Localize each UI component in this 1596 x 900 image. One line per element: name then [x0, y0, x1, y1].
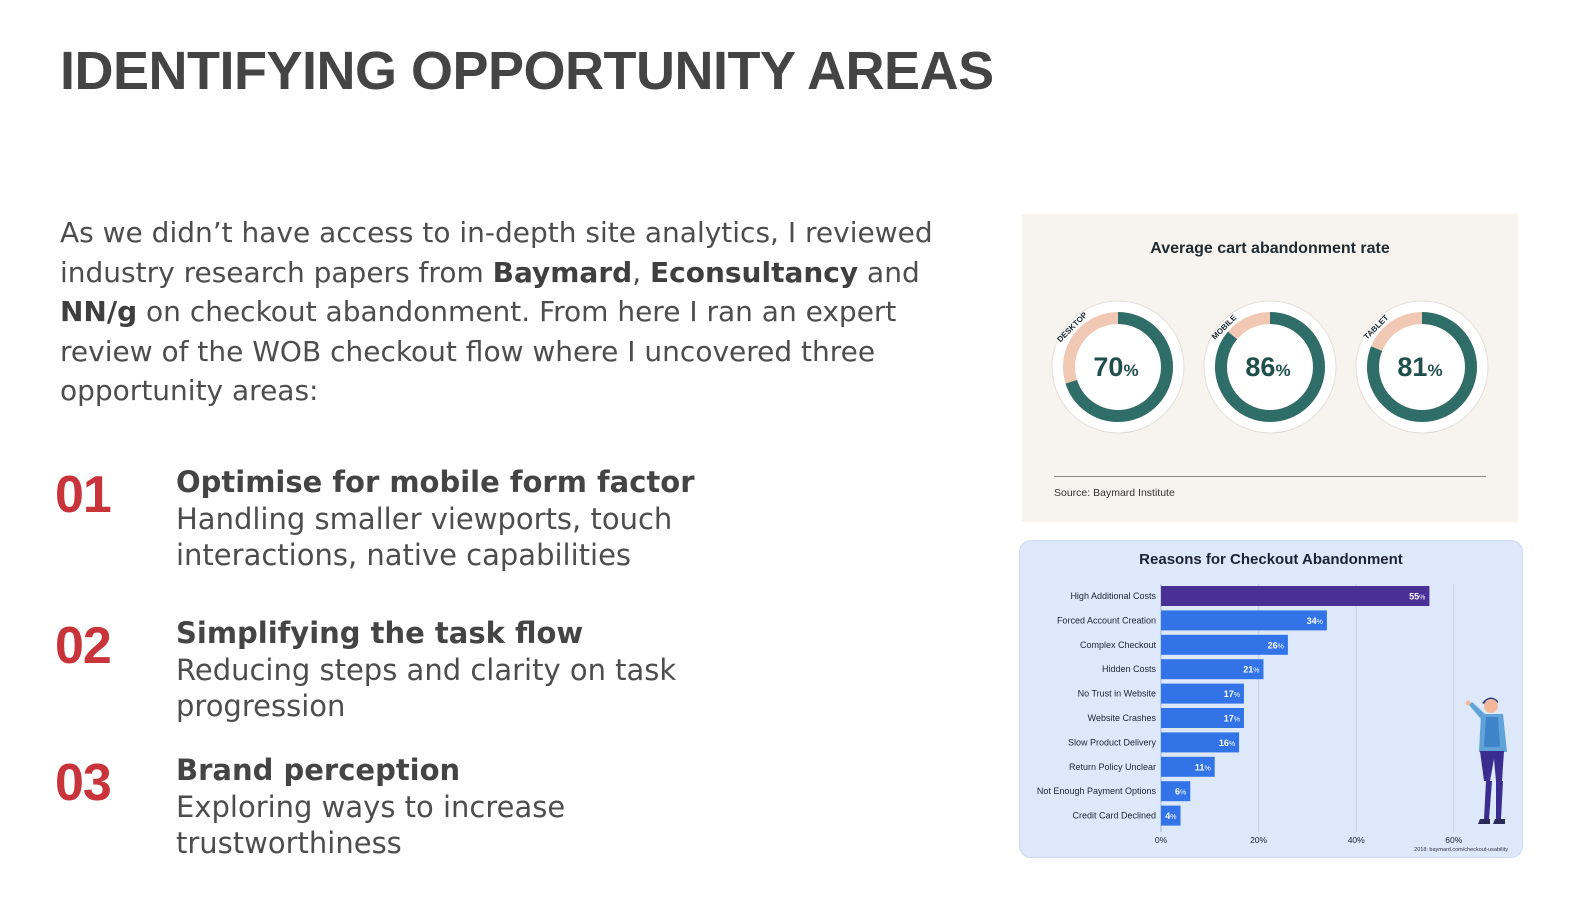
source-baymard: Baymard: [492, 255, 633, 289]
bar: [1161, 659, 1264, 680]
donut-value-arc: [1367, 312, 1477, 422]
source-econsultancy: Econsultancy: [650, 255, 859, 289]
bar-value-label: 4%: [1165, 811, 1176, 821]
opportunity-description: Reducing steps and clarity on task progr…: [176, 653, 677, 723]
chart-source: Source: Baymard Institute: [1054, 487, 1175, 499]
tick-label: 40%: [1348, 835, 1365, 845]
intro-text: ,: [632, 255, 650, 289]
opportunity-number: 03: [55, 754, 112, 812]
bar-value-unit: %: [1278, 643, 1284, 650]
bar: [1161, 805, 1181, 826]
tick-label: 20%: [1250, 835, 1267, 845]
bar-value-unit: %: [1419, 595, 1425, 602]
donut-value-arc: [1063, 312, 1173, 422]
bar-value-label: 21%: [1243, 665, 1259, 675]
source-nng: NN/g: [60, 295, 138, 328]
bar-value-unit: %: [1229, 741, 1235, 748]
category-label: Website Crashes: [1088, 713, 1157, 723]
bar-value-unit: %: [1170, 814, 1176, 821]
bar-value-unit: %: [1204, 765, 1210, 772]
donut-unit: %: [1427, 361, 1442, 380]
bar-value-label: 11%: [1195, 762, 1211, 772]
opportunity-description: Exploring ways to increase trustworthine…: [176, 790, 566, 860]
bar: [1161, 781, 1191, 802]
donut-unit: %: [1275, 361, 1290, 380]
category-label: Complex Checkout: [1080, 640, 1157, 650]
cart-abandonment-card: Average cart abandonment rate 70% DESKTOP…: [1022, 214, 1518, 522]
checkout-reasons-card: Reasons for Checkout Abandonment High Ad…: [1019, 540, 1523, 858]
bar-value-label: 55%: [1409, 592, 1425, 602]
category-label: Return Policy Unclear: [1069, 762, 1156, 772]
divider: [1054, 476, 1486, 477]
bar: [1161, 756, 1215, 777]
donut-unit: %: [1123, 361, 1138, 380]
bar-value-label: 6%: [1175, 787, 1186, 797]
category-label: High Additional Costs: [1070, 591, 1156, 601]
donut-desktop: 70%DESKTOP: [1051, 300, 1185, 434]
opportunity-number: 01: [55, 466, 112, 524]
bar-value-label: 34%: [1307, 616, 1323, 626]
person-illustration: [1465, 697, 1507, 824]
bar-value-label: 17%: [1224, 689, 1240, 699]
bar-chart: High Additional Costs 55% Forced Account C…: [1037, 584, 1507, 845]
bar: [1161, 586, 1430, 606]
bar-value-label: 26%: [1268, 640, 1284, 650]
intro-text: and: [858, 255, 920, 289]
opportunity-number: 02: [55, 617, 112, 675]
donut-value-arc: [1215, 312, 1325, 422]
bar: [1161, 610, 1327, 631]
category-label: Credit Card Declined: [1072, 811, 1156, 821]
category-label: Forced Account Creation: [1057, 615, 1156, 625]
bar: [1161, 708, 1244, 728]
opportunity-heading: Optimise for mobile form factor: [176, 465, 695, 499]
intro-paragraph: As we didn’t have access to in-depth sit…: [60, 213, 960, 411]
category-label: No Trust in Website: [1078, 689, 1156, 699]
category-label: Not Enough Payment Options: [1037, 786, 1157, 796]
donut-tablet: 81%TABLET: [1355, 300, 1489, 434]
bar-value-unit: %: [1180, 790, 1186, 797]
chart-title: Average cart abandonment rate: [1150, 240, 1390, 257]
bar-value-unit: %: [1317, 619, 1323, 626]
category-label: Slow Product Delivery: [1068, 737, 1157, 747]
intro-text: As we didn’t have access to in-depth sit…: [60, 216, 933, 289]
chart-footnote: 2018: baymard.com/checkout-usability: [1414, 847, 1508, 853]
bar: [1161, 634, 1288, 655]
bar-value-label: 17%: [1224, 714, 1240, 724]
opportunity-heading: Simplifying the task flow: [176, 616, 584, 650]
bar-value-unit: %: [1253, 668, 1259, 675]
bar: [1161, 683, 1244, 704]
donut-mobile: 86%MOBILE: [1203, 300, 1337, 434]
chart-title: Reasons for Checkout Abandonment: [1139, 551, 1403, 568]
bar-value-label: 16%: [1219, 738, 1235, 748]
intro-text: on checkout abandonment. From here I ran…: [60, 295, 897, 407]
tick-label: 0%: [1155, 835, 1168, 845]
bar: [1161, 732, 1240, 753]
category-label: Hidden Costs: [1102, 664, 1157, 674]
opportunity-description: Handling smaller viewports, touch intera…: [176, 502, 673, 572]
page-title: IDENTIFYING OPPORTUNITY AREAS: [60, 41, 994, 101]
tick-label: 60%: [1445, 835, 1462, 845]
bar-value-unit: %: [1234, 692, 1240, 699]
bar-value-unit: %: [1234, 717, 1240, 724]
opportunity-heading: Brand perception: [176, 753, 461, 787]
